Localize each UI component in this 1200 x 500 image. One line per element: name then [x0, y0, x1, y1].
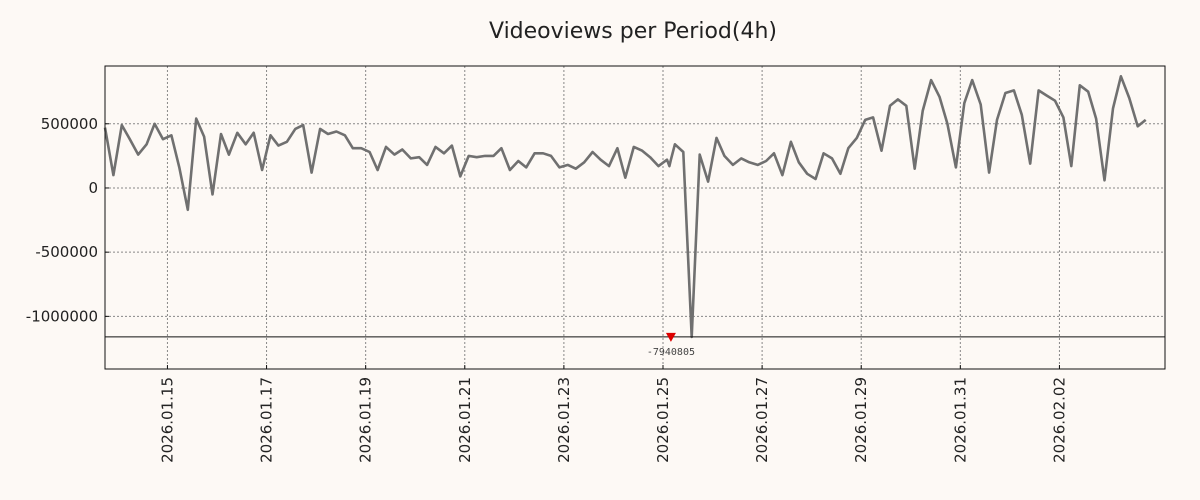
axis-tick-labels: 500000 0 -500000 -1000000 2026.01.15 2026.01.… [26, 115, 1069, 463]
x-tick-label: 2026.01.15 [158, 377, 176, 463]
min-marker [665, 332, 676, 342]
y-tick-label: -500000 [35, 243, 98, 261]
series-line [103, 75, 1147, 339]
y-tick-label: 500000 [41, 115, 98, 133]
chart-title: Videoviews per Period(4h) [489, 19, 777, 44]
x-tick-label: 2026.01.19 [357, 377, 375, 463]
x-tick-label: 2026.01.25 [654, 377, 672, 463]
x-tick-label: 2026.01.23 [555, 377, 573, 463]
x-tick-label: 2026.01.17 [258, 377, 276, 463]
x-tick-label: 2026.01.21 [456, 377, 474, 463]
grid [105, 66, 1165, 369]
min-marker-group: -7940805 [647, 332, 695, 358]
series-group [103, 75, 1147, 339]
x-tick-label: 2026.01.27 [753, 377, 771, 463]
x-tick-label: 2026.01.31 [951, 377, 969, 463]
y-tick-label: -1000000 [26, 307, 98, 325]
x-tick-label: 2026.02.02 [1050, 377, 1068, 463]
min-marker-label: -7940805 [647, 347, 695, 358]
x-tick-label: 2026.01.29 [852, 377, 870, 463]
y-tick-label: 0 [88, 179, 98, 197]
plot-background [105, 66, 1165, 369]
plot-frame [104, 65, 1166, 370]
